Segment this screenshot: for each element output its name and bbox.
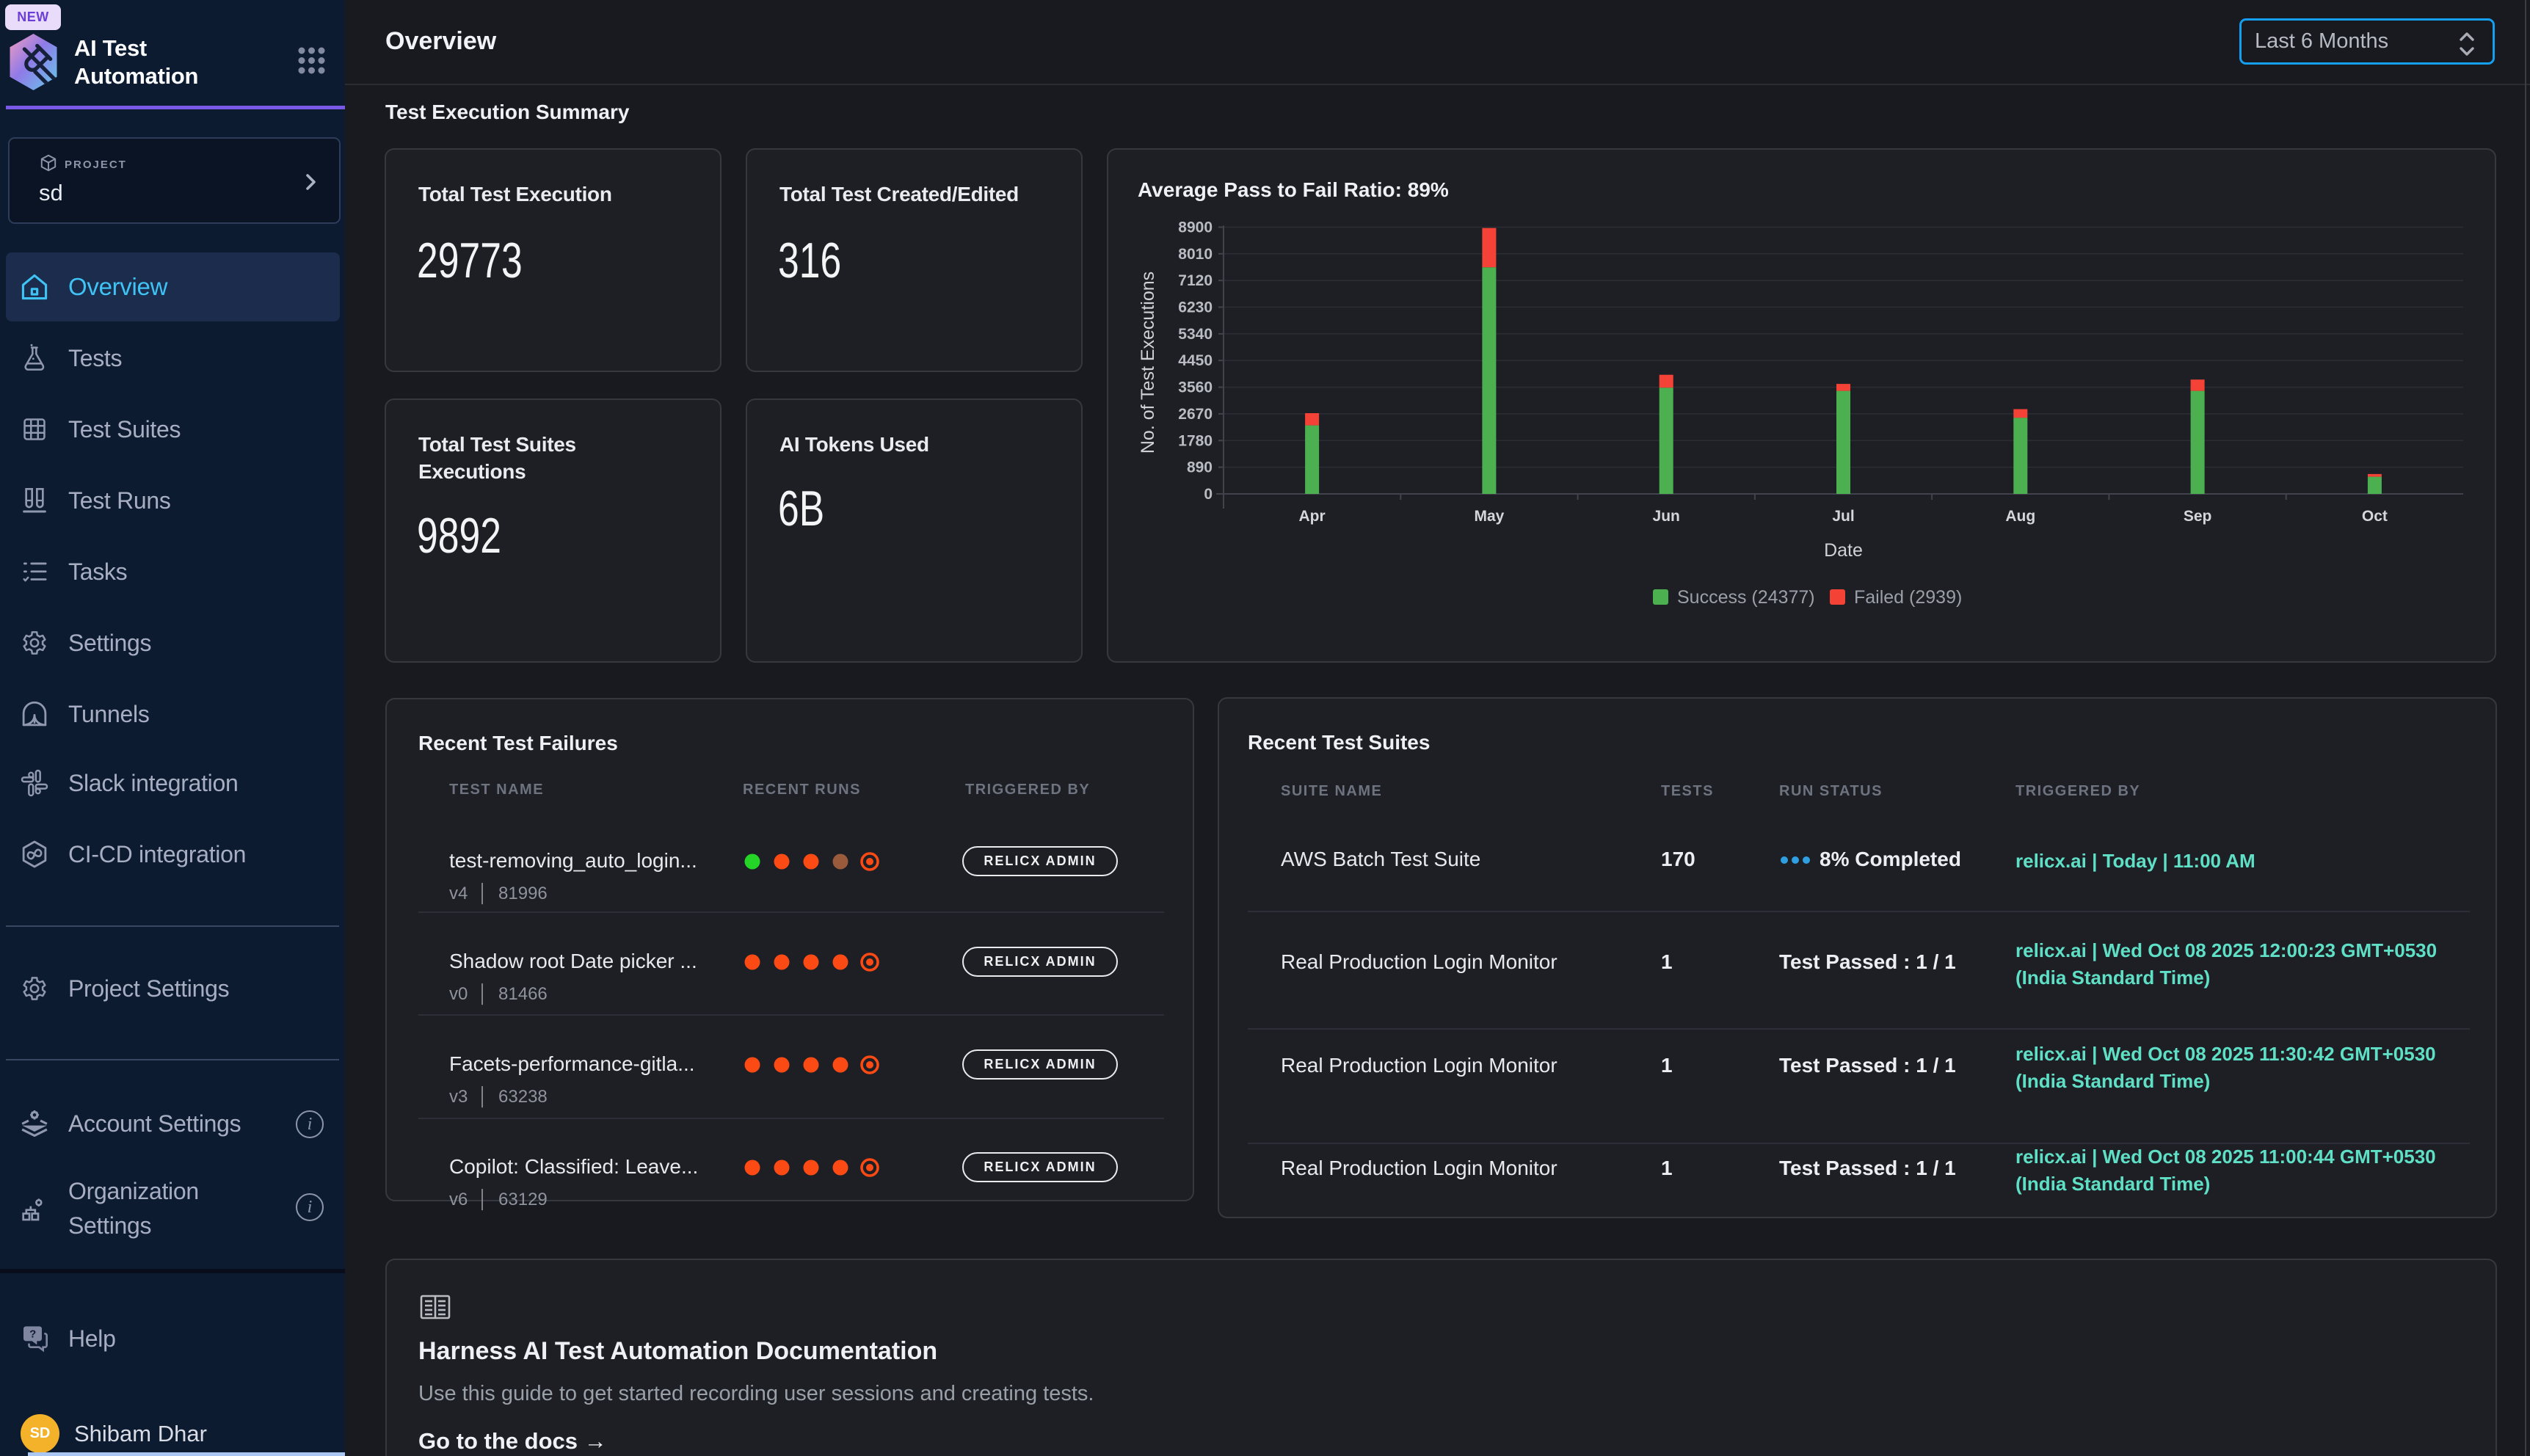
svg-text:8900: 8900 bbox=[1178, 219, 1213, 236]
svg-text:Aug: Aug bbox=[2005, 508, 2035, 525]
svg-text:Jun: Jun bbox=[1653, 508, 1680, 525]
svg-text:7120: 7120 bbox=[1178, 272, 1213, 289]
svg-text:May: May bbox=[1474, 508, 1504, 525]
svg-text:Oct: Oct bbox=[2362, 508, 2388, 525]
svg-text:Jul: Jul bbox=[1832, 508, 1854, 525]
svg-text:890: 890 bbox=[1187, 459, 1213, 476]
svg-text:?: ? bbox=[29, 1328, 36, 1341]
svg-text:3560: 3560 bbox=[1178, 379, 1213, 396]
svg-text:Success (24377): Success (24377) bbox=[1677, 587, 1815, 608]
svg-text:Sep: Sep bbox=[2184, 508, 2212, 525]
svg-text:No. of Test Executions: No. of Test Executions bbox=[1138, 272, 1158, 454]
svg-text:1780: 1780 bbox=[1178, 432, 1213, 449]
svg-text:2670: 2670 bbox=[1178, 406, 1213, 423]
svg-text:8010: 8010 bbox=[1178, 246, 1213, 263]
svg-text:Apr: Apr bbox=[1299, 508, 1326, 525]
svg-text:6230: 6230 bbox=[1178, 299, 1213, 316]
svg-text:5340: 5340 bbox=[1178, 326, 1213, 343]
svg-text:Failed (2939): Failed (2939) bbox=[1854, 587, 1962, 608]
svg-text:0: 0 bbox=[1204, 486, 1213, 503]
svg-text:4450: 4450 bbox=[1178, 352, 1213, 369]
svg-text:Date: Date bbox=[1824, 540, 1863, 561]
